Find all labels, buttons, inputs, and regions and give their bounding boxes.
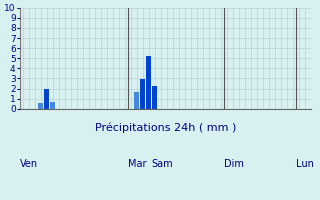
Bar — [38, 103, 44, 109]
Text: Dim: Dim — [224, 159, 244, 169]
Text: Sam: Sam — [152, 159, 173, 169]
Bar — [140, 79, 145, 109]
Bar — [146, 56, 151, 109]
Text: Lun: Lun — [296, 159, 314, 169]
X-axis label: Précipitations 24h ( mm ): Précipitations 24h ( mm ) — [95, 123, 236, 133]
Bar — [152, 86, 157, 109]
Bar — [134, 92, 139, 109]
Text: Mar: Mar — [128, 159, 146, 169]
Bar — [50, 102, 55, 109]
Bar — [44, 89, 49, 109]
Text: Ven: Ven — [20, 159, 38, 169]
